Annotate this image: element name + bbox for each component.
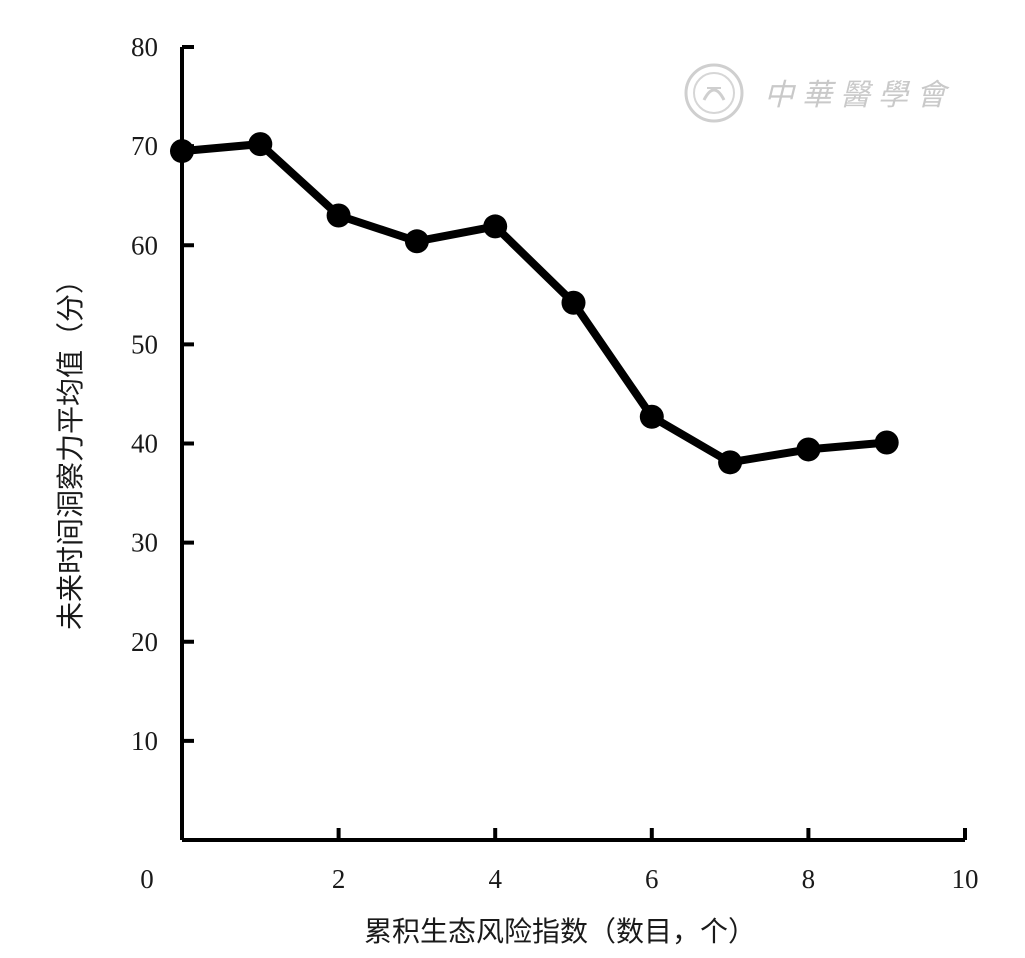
x-tick-label: 2	[332, 864, 346, 894]
data-point	[483, 214, 508, 239]
series-line	[178, 140, 891, 467]
y-ticks: 10 20 30 40 50 60 70 80	[131, 32, 194, 756]
y-axis-title: 未来时间洞察力平均值（分）	[54, 266, 87, 630]
x-tick-label: 6	[645, 864, 659, 894]
y-tick-label: 60	[131, 230, 158, 260]
data-point	[248, 132, 273, 157]
society-seal-icon	[684, 63, 744, 123]
data-point	[796, 437, 821, 462]
x-ticks: 0 2 4 6 8 10	[140, 828, 979, 894]
data-point	[170, 139, 194, 164]
watermark-text: 中華醫學會	[764, 78, 954, 113]
data-points	[170, 132, 899, 475]
watermark: 中華醫學會	[684, 63, 954, 123]
x-tick-label: 0	[140, 864, 154, 894]
y-tick-label: 70	[131, 131, 158, 161]
data-point	[874, 430, 899, 455]
data-point	[326, 203, 351, 228]
data-point	[639, 404, 664, 429]
data-point	[718, 450, 743, 475]
y-tick-label: 10	[131, 726, 158, 756]
y-tick-label: 40	[131, 429, 158, 459]
x-tick-label: 10	[952, 864, 979, 894]
y-tick-label: 20	[131, 627, 158, 657]
y-tick-label: 80	[131, 32, 158, 62]
x-tick-label: 4	[488, 864, 502, 894]
data-point	[561, 290, 586, 315]
y-tick-label: 50	[131, 329, 158, 359]
x-tick-label: 8	[802, 864, 816, 894]
x-axis-title: 累积生态风险指数（数目，个）	[364, 915, 756, 948]
y-tick-label: 30	[131, 528, 158, 558]
data-point	[404, 229, 429, 254]
